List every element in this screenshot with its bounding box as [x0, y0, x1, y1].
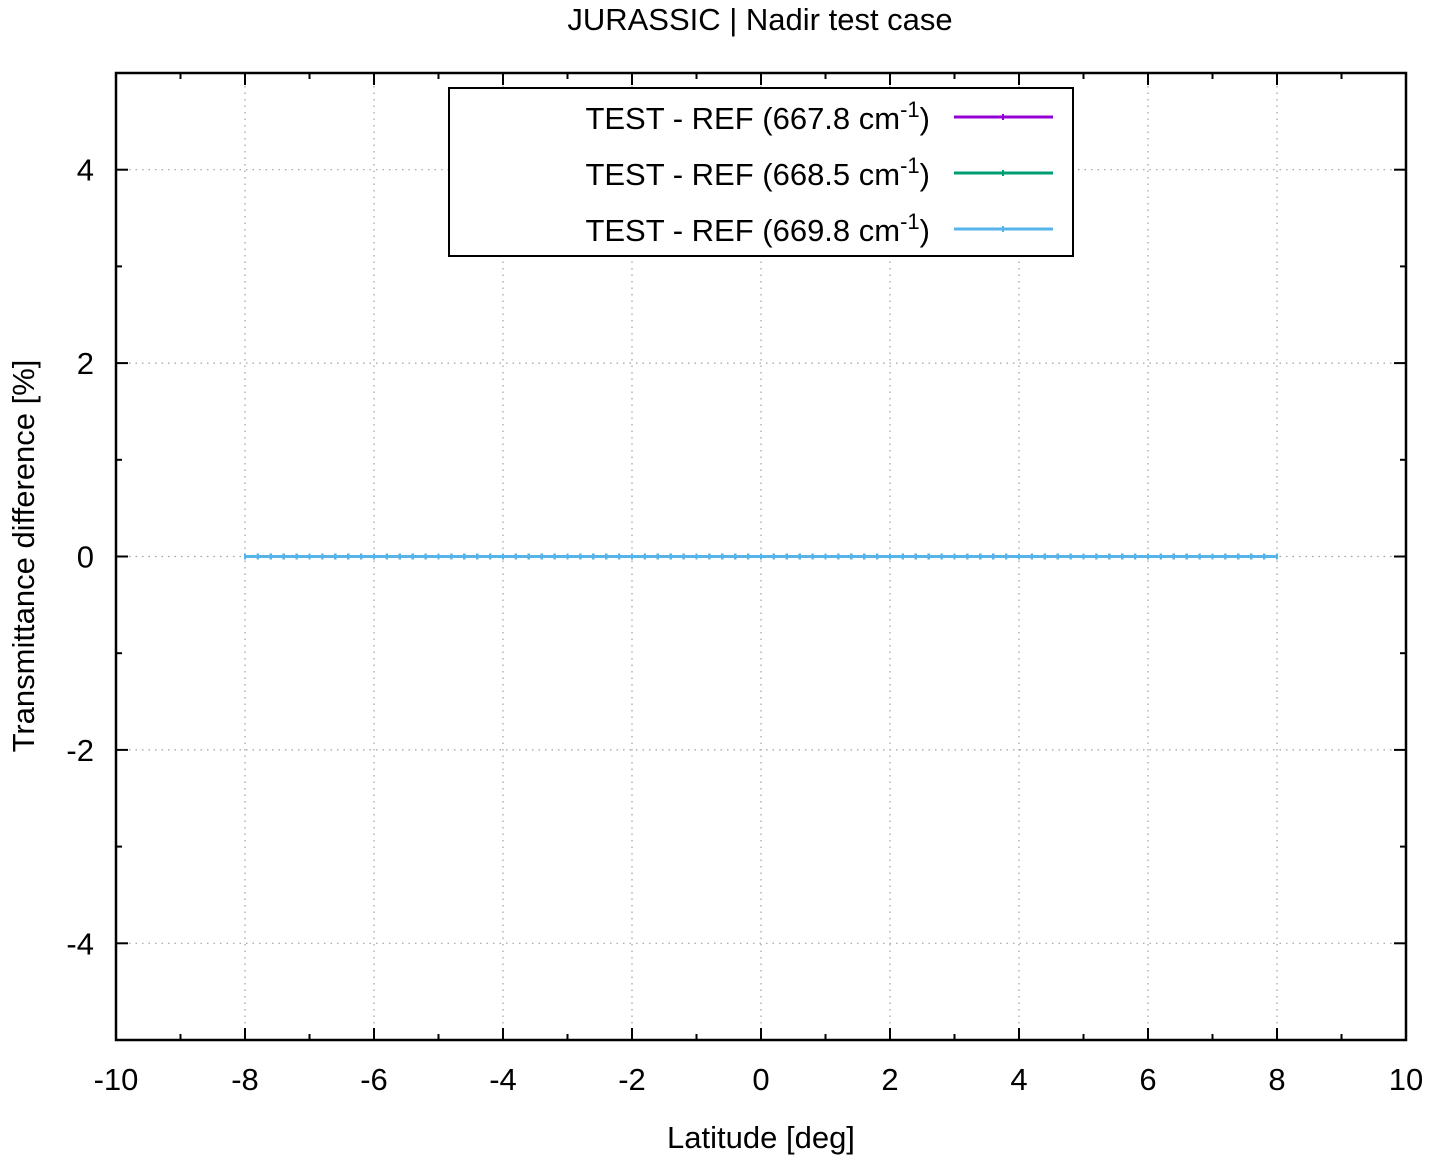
x-tick-label: 8	[1268, 1062, 1285, 1097]
x-tick-label: -4	[489, 1062, 517, 1097]
plot-frame	[114, 71, 1408, 1042]
chart-title: JURASSIC | Nadir test case	[567, 2, 952, 37]
y-tick-label: 0	[77, 540, 94, 575]
y-tick-label: -2	[66, 733, 94, 768]
series-3-line	[244, 553, 1278, 560]
x-tick-label: -8	[231, 1062, 259, 1097]
x-axis-label: Latitude [deg]	[667, 1120, 855, 1155]
x-tick-labels: -10 -8 -6 -4 -2 0 2 4 6 8 10	[94, 1062, 1424, 1097]
x-tick-label: 0	[752, 1062, 769, 1097]
legend-entry-1: TEST - REF (667.8 cm-1)	[585, 97, 1053, 136]
y-tick-labels: -4 -2 0 2 4	[66, 153, 94, 962]
legend-label: TEST - REF (669.8 cm-1)	[585, 209, 930, 248]
x-tick-label: -10	[94, 1062, 139, 1097]
x-tick-label: -2	[618, 1062, 646, 1097]
legend-label: TEST - REF (668.5 cm-1)	[585, 153, 930, 192]
y-tick-label: 4	[77, 153, 94, 188]
series-lines	[244, 553, 1278, 560]
legend-label: TEST - REF (667.8 cm-1)	[585, 97, 930, 136]
y-axis-label: Transmittance difference [%]	[6, 360, 41, 753]
legend: TEST - REF (667.8 cm-1) TEST - REF (668.5…	[448, 87, 1074, 257]
x-tick-label: 10	[1389, 1062, 1423, 1097]
x-tick-label: -6	[360, 1062, 388, 1097]
x-tick-label: 4	[1010, 1062, 1027, 1097]
legend-entry-2: TEST - REF (668.5 cm-1)	[585, 153, 1053, 192]
legend-entry-3: TEST - REF (669.8 cm-1)	[585, 209, 1053, 248]
x-tick-label: 2	[881, 1062, 898, 1097]
y-tick-label: 2	[77, 346, 94, 381]
y-tick-label: -4	[66, 926, 94, 961]
x-tick-label: 6	[1139, 1062, 1156, 1097]
